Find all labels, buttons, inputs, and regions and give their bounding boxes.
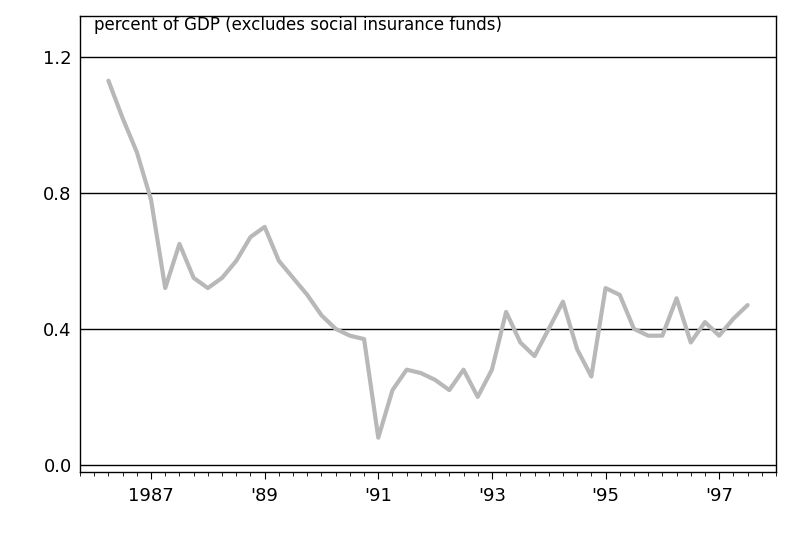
- Text: percent of GDP (excludes social insurance funds): percent of GDP (excludes social insuranc…: [94, 16, 502, 34]
